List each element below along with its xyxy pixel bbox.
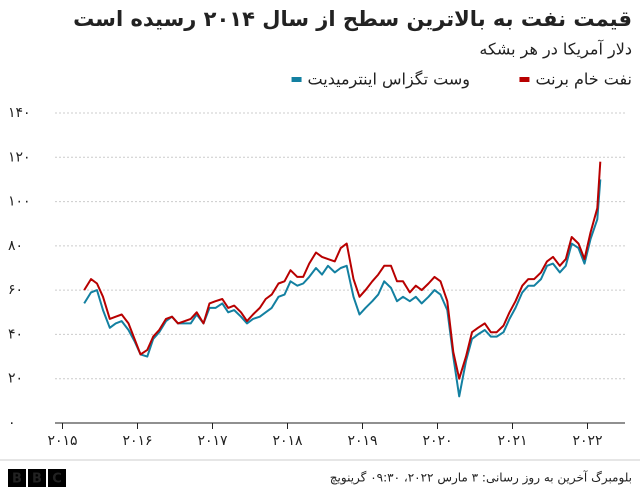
legend-label: نفت خام برنت <box>535 70 632 90</box>
x-tick-label: ۲۰۱۹ <box>347 433 377 449</box>
x-tick-label: ۲۰۱۵ <box>47 433 77 449</box>
x-tick-label: ۲۰۲۲ <box>572 433 602 449</box>
series-line <box>83 161 602 380</box>
x-tick-label: ۲۰۱۶ <box>122 433 152 449</box>
x-tick-label: ۲۰۲۱ <box>497 433 527 449</box>
series-line <box>83 179 602 398</box>
logo-letter: B <box>32 472 42 487</box>
logo-box <box>28 469 46 487</box>
logo-box <box>48 469 66 487</box>
chart-subtitle: دلار آمریکا در هر بشکه <box>479 40 632 60</box>
chart-title: قیمت نفت به بالاترین سطح از سال ۲۰۱۴ رسی… <box>73 7 632 31</box>
x-tick-label: ۲۰۱۸ <box>272 433 303 449</box>
y-tick-label: ۶۰ <box>8 282 23 298</box>
source: بلومبرگ آخرین به روز رسانی: ۳ مارس ۲۰۲۲،… <box>330 470 632 486</box>
legend-swatch <box>519 77 530 82</box>
y-tick-label: ۱۰۰ <box>8 194 31 210</box>
logo-letter: B <box>12 472 22 487</box>
x-tick-label: ۲۰۱۷ <box>197 433 228 449</box>
y-tick-label: ۴۰ <box>8 326 23 342</box>
y-tick-label: ۱۲۰ <box>8 149 31 165</box>
legend-swatch <box>291 77 302 82</box>
y-tick-label: ۲۰ <box>8 371 23 387</box>
x-tick-label: ۲۰۲۰ <box>422 433 452 449</box>
logo-letter: C <box>52 472 62 487</box>
y-tick-label: ۱۴۰ <box>8 105 31 121</box>
y-tick-label: ۰ <box>8 415 16 431</box>
legend-label: وست تگزاس اینترمیدیت <box>308 70 470 90</box>
y-tick-label: ۸۰ <box>8 238 23 254</box>
logo-box <box>8 469 26 487</box>
